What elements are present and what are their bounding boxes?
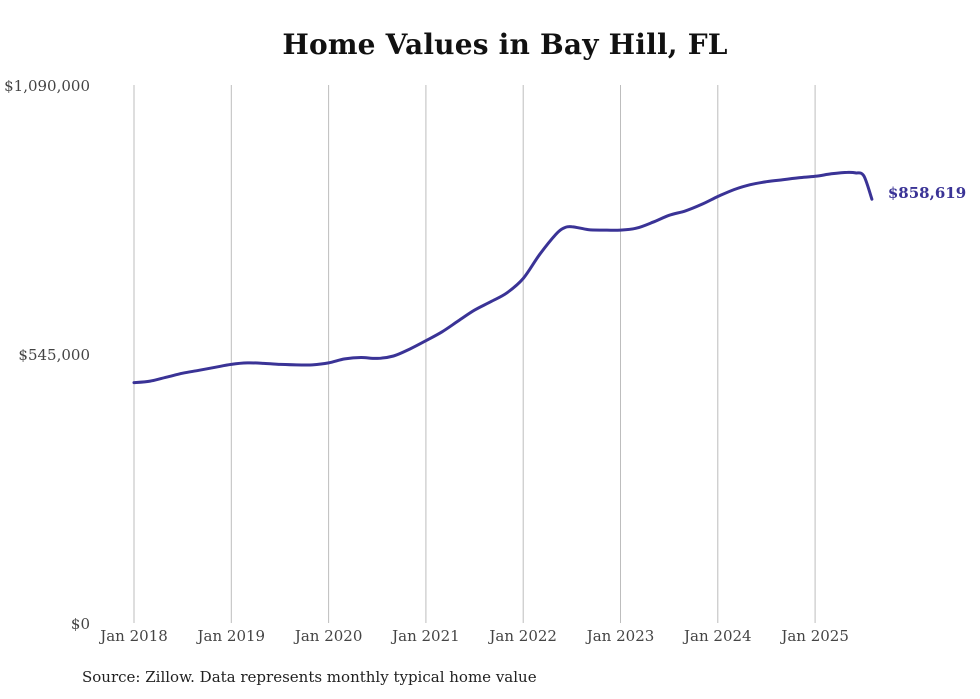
- x-axis-ticks: Jan 2018 Jan 2019 Jan 2020 Jan 2021 Jan 2022…: [98, 627, 849, 645]
- x-tick-label: Jan 2023: [585, 627, 655, 645]
- y-tick-label: $0: [71, 615, 90, 633]
- y-tick-label: $1,090,000: [4, 77, 90, 95]
- y-axis-ticks: $0 $545,000 $1,090,000: [4, 77, 90, 633]
- chart-title: Home Values in Bay Hill, FL: [282, 28, 728, 61]
- x-tick-label: Jan 2025: [779, 627, 849, 645]
- x-tick-label: Jan 2022: [487, 627, 557, 645]
- x-tick-label: Jan 2021: [390, 627, 460, 645]
- x-tick-label: Jan 2024: [682, 627, 752, 645]
- source-note: Source: Zillow. Data represents monthly …: [82, 668, 537, 686]
- x-tick-label: Jan 2018: [98, 627, 168, 645]
- series-line-home-value: [132, 170, 874, 385]
- end-value-label: $858,619: [888, 184, 966, 202]
- gridlines: [133, 85, 816, 623]
- y-tick-label: $545,000: [18, 346, 90, 364]
- x-tick-label: Jan 2019: [196, 627, 266, 645]
- x-tick-label: Jan 2020: [293, 627, 363, 645]
